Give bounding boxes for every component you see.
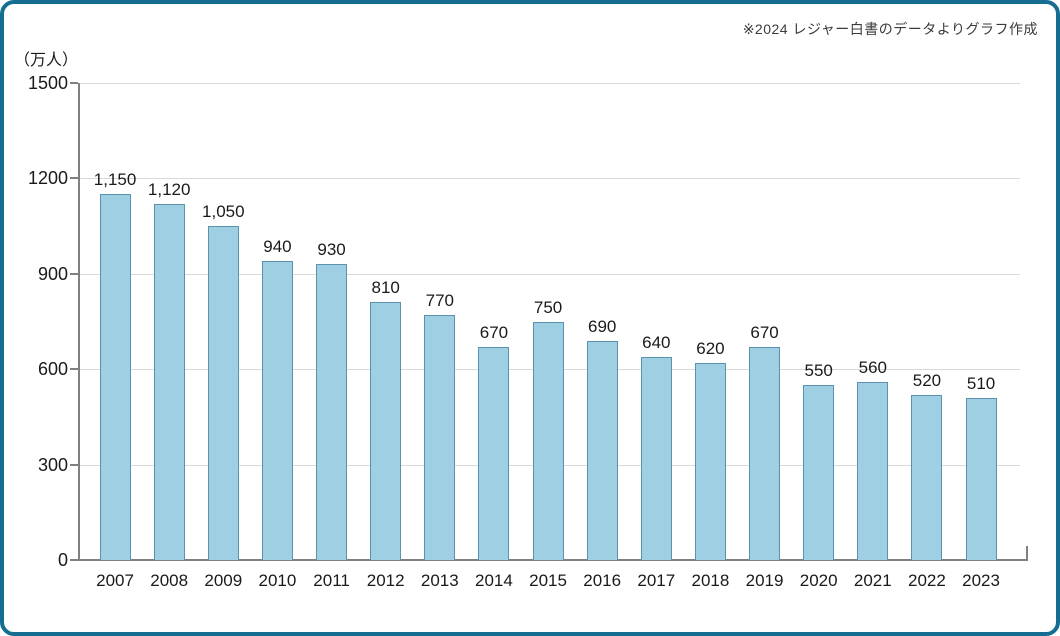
bar-value-label-2015: 750 <box>533 297 563 317</box>
y-tick-mark <box>70 177 78 179</box>
bar-value-label-2013: 770 <box>425 291 454 311</box>
x-tick-label-2021: 2021 <box>853 571 892 590</box>
x-tick-label-2011: 2011 <box>313 571 350 590</box>
bar-slot-2016: 690 <box>575 83 629 560</box>
bar-2008 <box>153 203 185 560</box>
bar-slot-2015: 750 <box>521 83 575 560</box>
x-tick-label-2009: 2009 <box>204 571 243 590</box>
bar-value-label-2018: 620 <box>696 338 725 358</box>
bar-slot-2022: 520 <box>900 83 954 560</box>
bar-2019 <box>749 346 781 560</box>
y-tick-label: 300 <box>37 455 68 475</box>
x-tick-label-2020: 2020 <box>799 571 838 590</box>
bar-2015 <box>532 321 564 560</box>
y-tick-label: 1200 <box>27 168 68 188</box>
bar-2016 <box>586 340 618 560</box>
bar-2017 <box>640 356 672 560</box>
x-tick-label-2007: 2007 <box>96 571 134 590</box>
y-tick-label: 600 <box>37 359 68 379</box>
bar-slot-2009: 1,050 <box>196 83 250 560</box>
bar-2020 <box>803 385 835 560</box>
bar-value-label-2019: 670 <box>750 322 779 342</box>
bar-value-label-2008: 1,120 <box>147 179 191 199</box>
bar-value-label-2009: 1,050 <box>202 202 245 222</box>
bar-slot-2007: 1,150 <box>88 83 142 560</box>
y-tick-mark <box>70 82 78 84</box>
x-tick-label-2017: 2017 <box>637 571 676 590</box>
x-tick-label-2015: 2015 <box>529 571 567 590</box>
x-tick-label-2018: 2018 <box>691 571 730 590</box>
bar-slot-2008: 1,120 <box>142 83 196 560</box>
x-tick-label-2016: 2016 <box>583 571 622 590</box>
bar-value-label-2011: 930 <box>317 240 346 260</box>
y-tick-mark <box>70 368 78 370</box>
x-axis-labels: 2007 2008 2009 2010 2011 2012 2013 2014 2015 2016… <box>88 571 1008 591</box>
y-tick-label: 900 <box>37 264 68 284</box>
y-tick-mark <box>70 559 78 561</box>
y-tick-label: 1500 <box>27 73 68 93</box>
bars-container: 1,150 1,120 1,050 940 930 810 770 670 750 690 640 6… <box>88 83 1008 560</box>
bar-2012 <box>370 302 402 560</box>
bar-slot-2020: 550 <box>792 83 846 560</box>
bar-slot-2021: 560 <box>846 83 900 560</box>
y-tick-label: 0 <box>57 550 68 570</box>
y-tick-mark <box>70 464 78 466</box>
bar-slot-2010: 940 <box>250 83 304 560</box>
x-tick-label-2008: 2008 <box>150 571 189 590</box>
bar-value-label-2022: 520 <box>912 370 942 390</box>
bar-slot-2019: 670 <box>738 83 792 560</box>
bar-slot-2011: 930 <box>305 83 359 560</box>
bar-slot-2014: 670 <box>467 83 521 560</box>
bar-value-label-2023: 510 <box>966 373 996 393</box>
bar-2010 <box>261 261 293 560</box>
x-tick-label-2022: 2022 <box>908 571 946 590</box>
bar-2007 <box>99 194 131 560</box>
bar-2009 <box>207 226 239 560</box>
bar-2014 <box>478 346 510 560</box>
x-axis-line <box>78 559 1028 561</box>
x-tick-label-2019: 2019 <box>745 571 784 590</box>
x-tick-label-2014: 2014 <box>475 571 513 590</box>
x-axis-end-tick <box>1026 546 1028 559</box>
bar-value-label-2010: 940 <box>263 237 292 257</box>
y-axis-unit-label: （万人） <box>14 52 79 69</box>
bar-value-label-2007: 1,150 <box>93 170 137 190</box>
bar-slot-2012: 810 <box>359 83 413 560</box>
bar-value-label-2021: 560 <box>858 357 887 377</box>
bar-value-label-2020: 550 <box>804 361 833 381</box>
bar-slot-2013: 770 <box>413 83 467 560</box>
y-gridline <box>78 274 1020 275</box>
bar-2023 <box>965 397 997 560</box>
y-gridline <box>78 178 1020 179</box>
bar-2018 <box>694 362 726 560</box>
y-tick-mark <box>70 273 78 275</box>
x-tick-label-2012: 2012 <box>366 571 405 590</box>
bar-2011 <box>316 264 348 560</box>
bar-slot-2023: 510 <box>954 83 1008 560</box>
x-tick-label-2013: 2013 <box>420 571 459 590</box>
x-tick-label-2010: 2010 <box>258 571 297 590</box>
bar-slot-2017: 640 <box>629 83 683 560</box>
source-annotation: ※2024 レジャー白書のデータよりグラフ作成 <box>742 21 1038 37</box>
bar-2022 <box>911 394 943 560</box>
bar-2013 <box>424 315 456 560</box>
y-gridline <box>78 83 1020 84</box>
y-axis-line <box>78 83 80 560</box>
bar-slot-2018: 620 <box>683 83 737 560</box>
bar-value-label-2012: 810 <box>371 278 400 298</box>
x-tick-label-2023: 2023 <box>962 571 1000 590</box>
bar-value-label-2016: 690 <box>588 316 617 336</box>
bar-value-label-2014: 670 <box>479 322 509 342</box>
bar-2021 <box>857 381 889 560</box>
bar-value-label-2017: 640 <box>642 332 671 352</box>
